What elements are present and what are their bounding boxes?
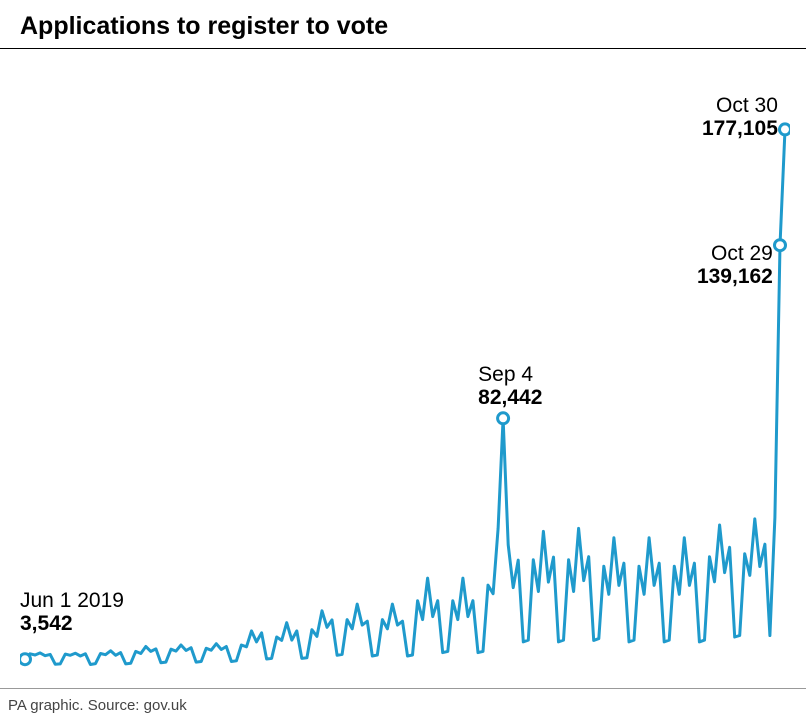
title-divider — [0, 48, 806, 49]
data-point-marker — [775, 240, 786, 251]
series-line — [25, 129, 785, 664]
chart-container: Applications to register to vote PA grap… — [0, 0, 806, 719]
chart-title: Applications to register to vote — [20, 12, 388, 41]
footer-divider — [0, 688, 806, 689]
source-credit: PA graphic. Source: gov.uk — [8, 697, 187, 714]
data-point-marker — [20, 654, 31, 665]
line-chart-plot — [20, 60, 790, 680]
data-point-marker — [498, 413, 509, 424]
data-point-marker — [780, 124, 791, 135]
